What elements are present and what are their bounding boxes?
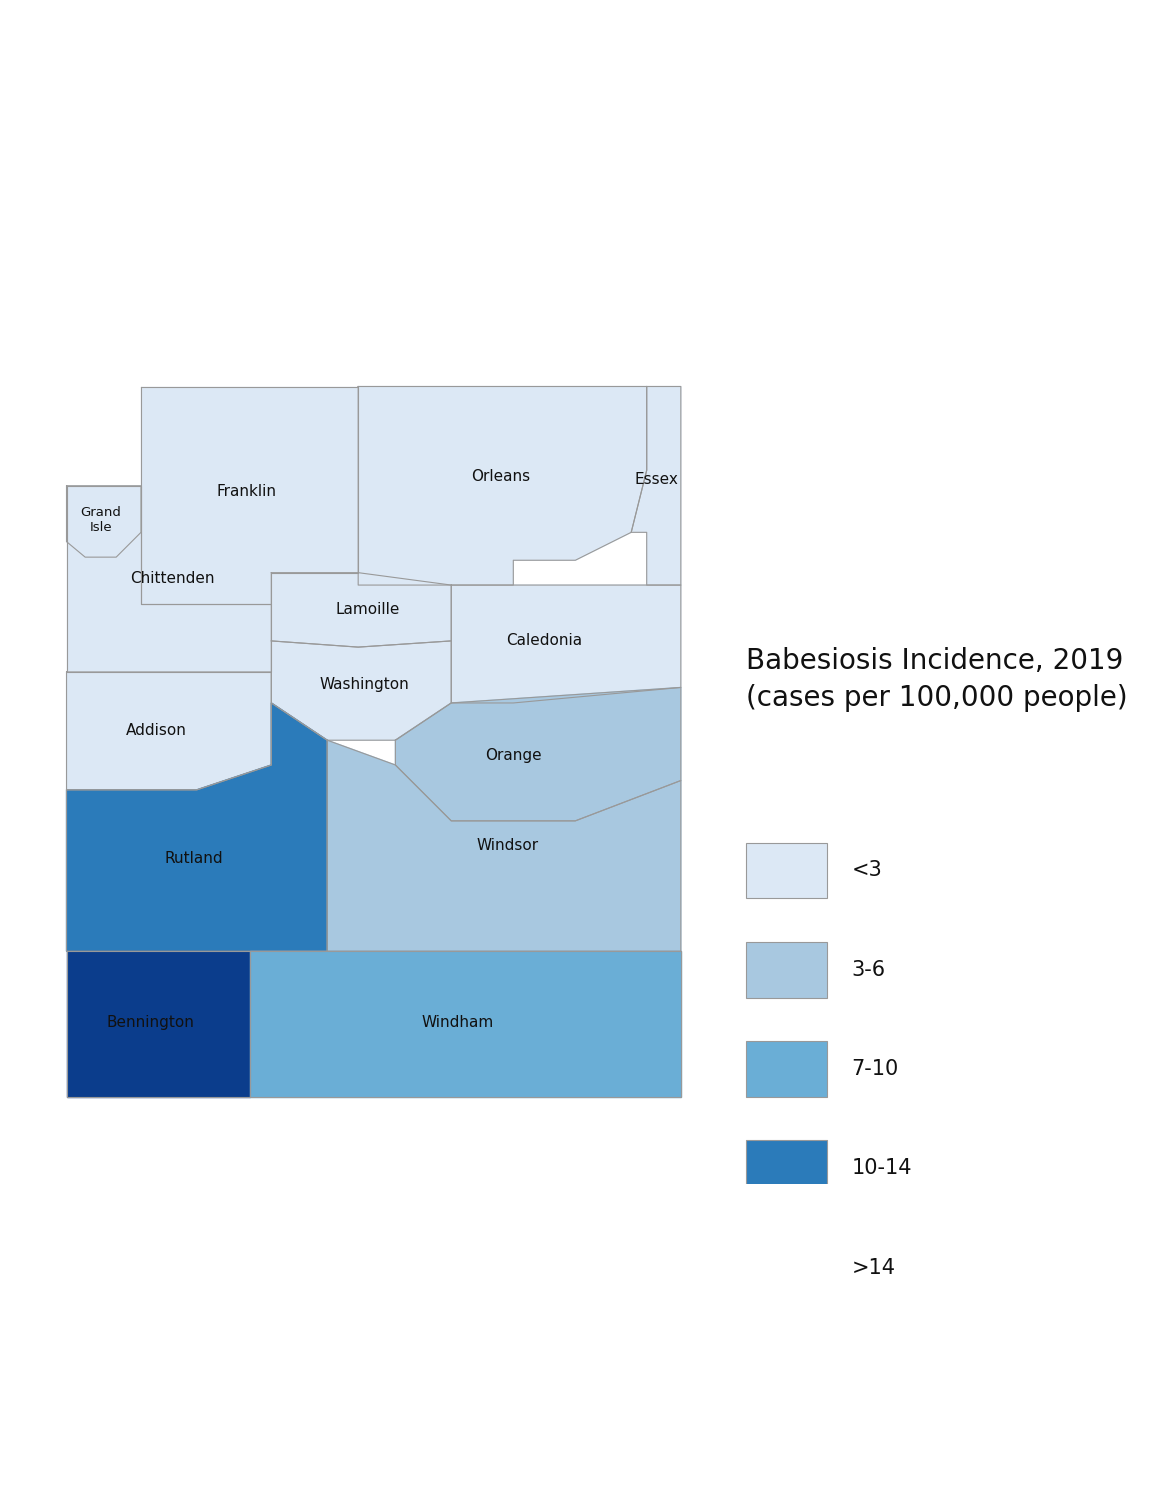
- Polygon shape: [746, 842, 827, 898]
- Text: Chittenden: Chittenden: [130, 571, 214, 586]
- Text: Windsor: Windsor: [476, 838, 538, 853]
- Text: 10-14: 10-14: [851, 1159, 913, 1178]
- Text: Orleans: Orleans: [471, 469, 530, 484]
- Polygon shape: [66, 672, 271, 790]
- Text: Windham: Windham: [422, 1015, 493, 1030]
- Text: >14: >14: [851, 1258, 895, 1277]
- Polygon shape: [328, 741, 681, 952]
- Text: Essex: Essex: [635, 472, 677, 487]
- Polygon shape: [452, 585, 681, 703]
- Text: <3: <3: [851, 860, 882, 880]
- Text: Orange: Orange: [485, 748, 542, 763]
- Polygon shape: [141, 387, 358, 604]
- Text: Caledonia: Caledonia: [506, 634, 582, 649]
- Polygon shape: [746, 1042, 827, 1097]
- Text: Franklin: Franklin: [217, 484, 277, 499]
- Polygon shape: [66, 486, 141, 558]
- Text: Rutland: Rutland: [164, 850, 223, 865]
- Text: Grand
Isle: Grand Isle: [80, 507, 122, 534]
- Text: 3-6: 3-6: [851, 959, 886, 980]
- Text: 7-10: 7-10: [851, 1060, 899, 1079]
- Polygon shape: [395, 688, 681, 821]
- Polygon shape: [746, 1141, 827, 1196]
- Polygon shape: [746, 1240, 827, 1295]
- Polygon shape: [66, 703, 328, 952]
- Polygon shape: [358, 387, 646, 585]
- Polygon shape: [250, 952, 681, 1097]
- Polygon shape: [271, 573, 452, 648]
- Polygon shape: [746, 941, 827, 998]
- Polygon shape: [66, 952, 250, 1097]
- Text: Babesiosis Incidence, 2019
(cases per 100,000 people): Babesiosis Incidence, 2019 (cases per 10…: [746, 648, 1128, 712]
- Text: Washington: Washington: [320, 678, 409, 693]
- Text: Addison: Addison: [126, 724, 186, 739]
- Polygon shape: [66, 486, 271, 672]
- Text: Bennington: Bennington: [107, 1015, 195, 1030]
- Text: Lamoille: Lamoille: [336, 603, 400, 618]
- Polygon shape: [631, 387, 681, 585]
- Polygon shape: [271, 642, 452, 741]
